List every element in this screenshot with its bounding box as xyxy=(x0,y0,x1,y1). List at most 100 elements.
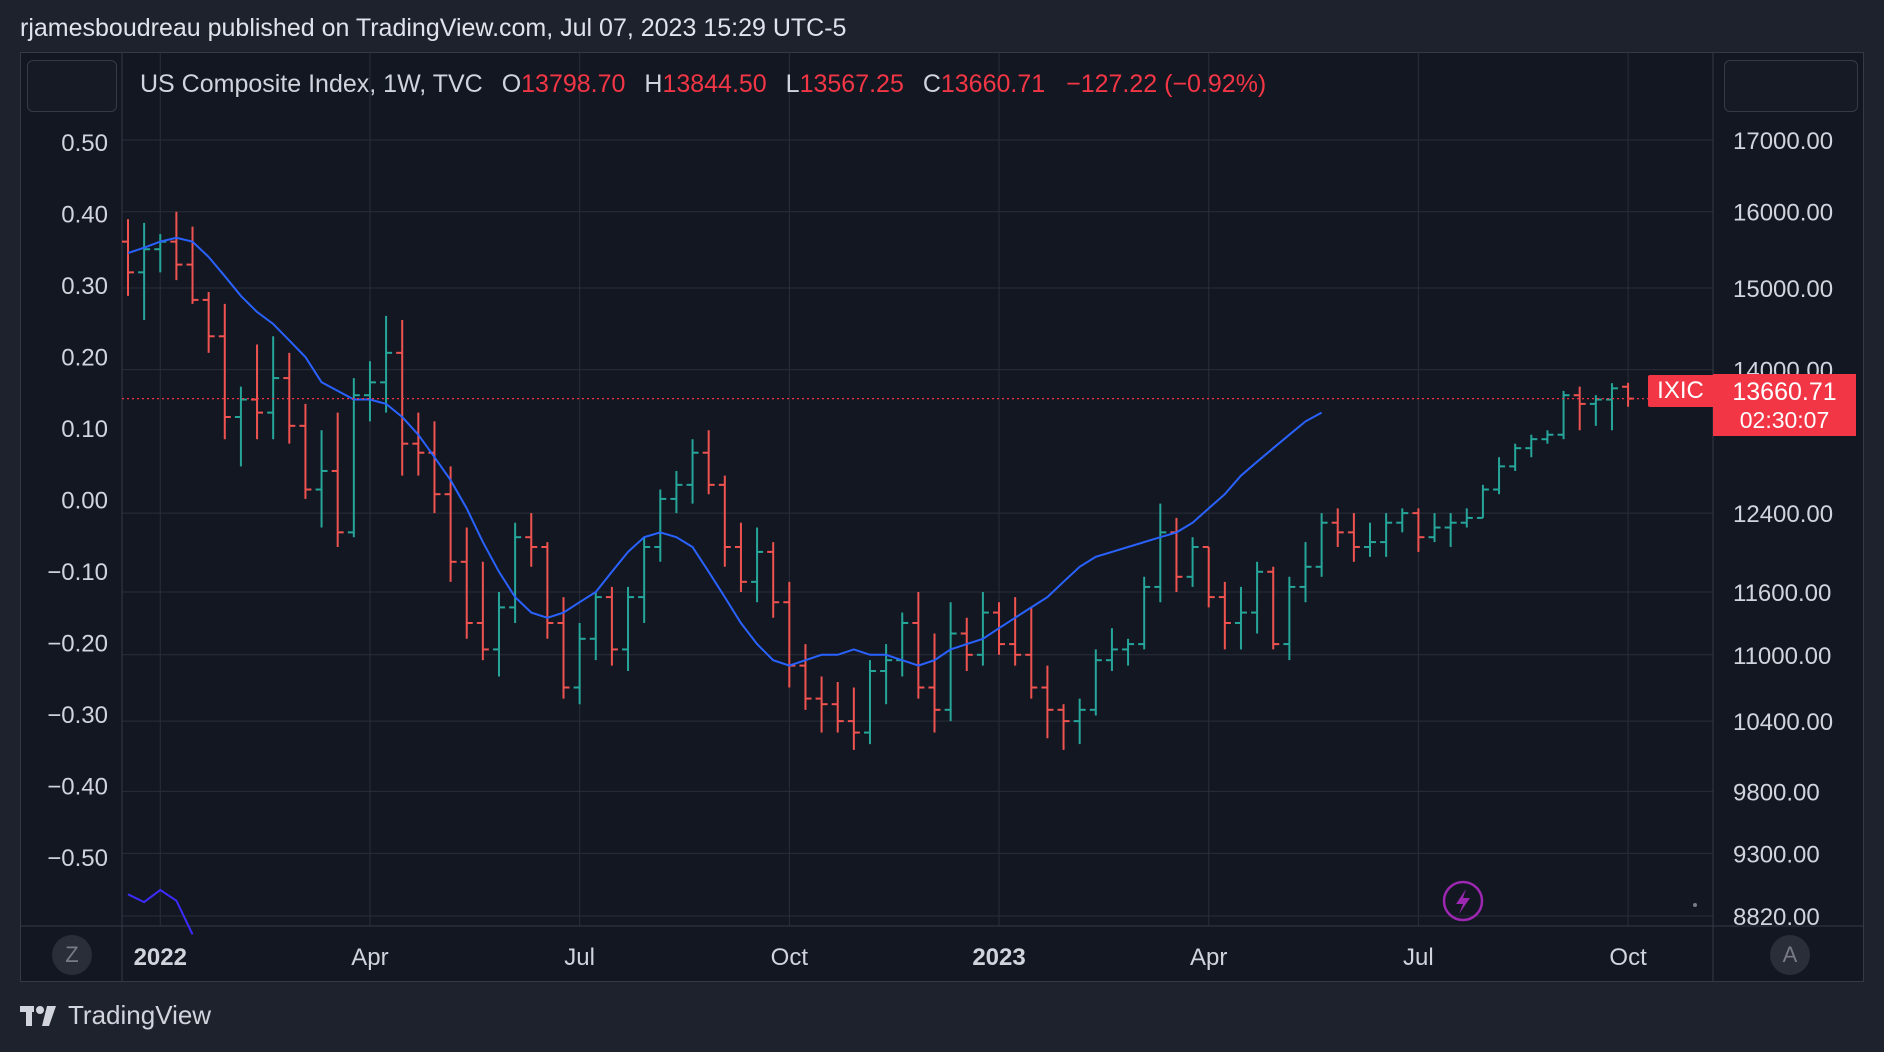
time-axis: 2022 Apr Jul Oct 2023 Apr Jul Oct xyxy=(134,944,1648,971)
ohlc-bar xyxy=(1428,513,1441,543)
ohlc-bar xyxy=(944,602,957,722)
ohlc-bar xyxy=(541,542,554,639)
legend-high: 13844.50 xyxy=(662,70,767,98)
lightning-ring xyxy=(1442,880,1484,922)
ohlc-bar xyxy=(1009,597,1022,666)
brand-footer[interactable]: TradingView xyxy=(20,1000,211,1031)
ohlc-bar xyxy=(412,412,425,476)
left-tick-label: −0.30 xyxy=(47,702,108,729)
ohlc-bar xyxy=(557,597,570,699)
ohlc-bar xyxy=(1589,395,1602,426)
ohlc-bar xyxy=(492,591,505,677)
ohlc-bar xyxy=(1105,628,1118,672)
moving-average xyxy=(127,236,1323,667)
ohlc-bar xyxy=(686,439,699,504)
ohlc-bar xyxy=(912,591,925,699)
ohlc-bar xyxy=(799,644,812,710)
auto-scale-button[interactable]: A xyxy=(1770,935,1810,975)
ohlc-bar xyxy=(1444,513,1457,547)
right-tick-label: 15000.00 xyxy=(1733,276,1833,303)
time-label: Apr xyxy=(351,944,388,971)
ohlc-bar xyxy=(1138,576,1151,650)
ohlc-bar xyxy=(1057,704,1070,750)
ohlc-bar xyxy=(331,412,344,547)
ohlc-bar xyxy=(460,527,473,639)
ohlc-bar xyxy=(1573,386,1586,431)
left-tick-label: 0.40 xyxy=(61,202,108,229)
time-label: Oct xyxy=(771,944,809,971)
ohlc-bar xyxy=(734,522,747,592)
publish-header: rjamesboudreau published on TradingView.… xyxy=(20,14,847,42)
ohlc-bar xyxy=(622,586,635,672)
ohlc-bar xyxy=(1460,508,1473,528)
time-label: Jul xyxy=(564,944,595,971)
small-dot xyxy=(1693,903,1697,907)
ohlc-bar xyxy=(218,303,231,440)
ohlc-bar xyxy=(1122,638,1135,666)
oscillator xyxy=(127,888,194,935)
legend-low: 13567.25 xyxy=(799,70,904,98)
time-label: Jul xyxy=(1403,944,1434,971)
left-scale-box[interactable] xyxy=(27,60,117,112)
ohlc-bar xyxy=(1041,665,1054,739)
ohlc-bar xyxy=(299,403,312,499)
right-tick-label: 16000.00 xyxy=(1733,200,1833,227)
zoom-z-button[interactable]: Z xyxy=(52,935,92,975)
ohlc-bar xyxy=(283,352,296,444)
ohlc-bar xyxy=(138,222,151,320)
time-label: 2022 xyxy=(134,944,187,971)
legend-high-label: H xyxy=(644,70,663,98)
left-tick-label: 0.20 xyxy=(61,345,108,372)
ohlc-bar xyxy=(1073,698,1086,745)
legend-change: −127.22 (−0.92%) xyxy=(1066,70,1267,98)
right-scale-box[interactable] xyxy=(1724,60,1858,112)
left-tick-label: −0.40 xyxy=(47,774,108,801)
ohlc-bar xyxy=(605,586,618,666)
legend-open: 13798.70 xyxy=(521,70,626,98)
ohlc-bar xyxy=(638,537,651,623)
symbol-price-tag: IXIC xyxy=(1648,375,1713,407)
right-tick-label: 9800.00 xyxy=(1733,779,1820,806)
ohlc-bar xyxy=(186,226,199,304)
plot-area xyxy=(122,53,1713,926)
lightning-bolt xyxy=(1456,889,1470,914)
legend-low-label: L xyxy=(785,70,800,98)
ohlc-bar xyxy=(315,430,328,528)
left-tick-label: −0.50 xyxy=(47,845,108,872)
ohlc-bar xyxy=(718,475,731,567)
ohlc-bar xyxy=(670,470,683,514)
ohlc-bar xyxy=(928,633,941,733)
ohlc-bar xyxy=(476,561,489,661)
ohlc-bar xyxy=(251,344,264,440)
ohlc-bar xyxy=(1380,513,1393,557)
ohlc-bar xyxy=(1476,484,1489,519)
ohlc-bar xyxy=(702,430,715,495)
symbol-legend: US Composite Index, 1W, TVC O13798.70 H1… xyxy=(140,70,1266,99)
ohlc-bar xyxy=(1315,513,1328,577)
ohlc-bar xyxy=(444,466,457,582)
ohlc-bar xyxy=(767,542,780,618)
ohlc-bar xyxy=(396,319,409,476)
ohlc-bar xyxy=(1509,443,1522,471)
ohlc-bar xyxy=(1412,508,1425,552)
brand-name: TradingView xyxy=(68,1000,212,1030)
right-tick-label: 11000.00 xyxy=(1733,643,1831,670)
right-tick-label: 10400.00 xyxy=(1733,709,1833,736)
time-label: Apr xyxy=(1190,944,1227,971)
left-axis: 0.50 0.40 0.30 0.20 0.10 0.00 −0.10 −0.20 −0.30 −… xyxy=(47,130,108,872)
ohlc-bar xyxy=(525,513,538,567)
time-label: 2023 xyxy=(972,944,1025,971)
legend-open-label: O xyxy=(501,70,522,98)
lightning-icon xyxy=(1442,880,1484,922)
ohlc-bar xyxy=(1186,537,1199,587)
ohlc-bar xyxy=(815,676,828,733)
ohlc-bar xyxy=(1089,649,1102,716)
ohlc-bar xyxy=(202,291,215,353)
ohlc-bar xyxy=(1234,586,1247,650)
overlay xyxy=(122,397,1697,922)
ohlc-bar xyxy=(1283,576,1296,661)
ohlc-bar xyxy=(573,622,586,705)
bar-countdown: 02:30:07 xyxy=(1739,407,1830,433)
ohlc-bar xyxy=(1267,566,1280,650)
